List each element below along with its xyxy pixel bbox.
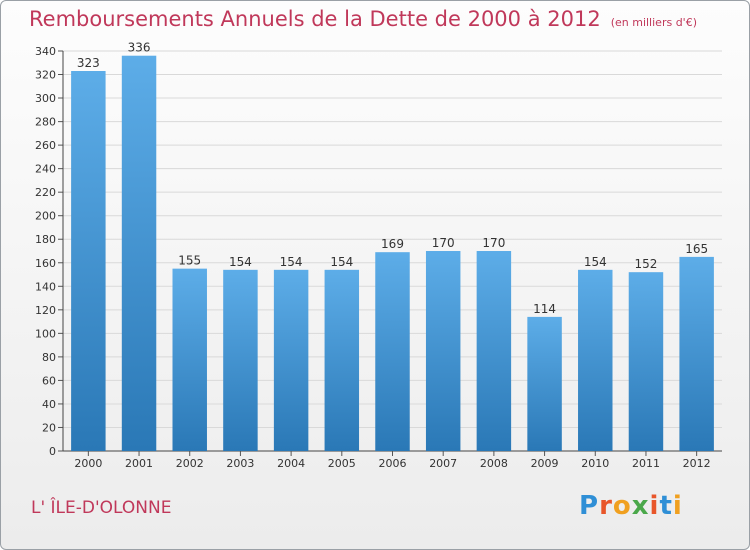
y-tick-label: 280 [35,116,56,129]
x-tick-label-2008: 2008 [480,457,508,470]
bar-2008 [476,251,512,451]
logo-letter: r [599,491,613,521]
chart-subtitle: (en milliers d'€) [610,16,697,29]
data-label-2003: 154 [229,255,252,269]
y-tick-label: 40 [42,398,56,411]
y-tick-label: 200 [35,210,56,223]
x-tick-label-2006: 2006 [379,457,407,470]
x-tick-label-2005: 2005 [328,457,356,470]
logo-letter: t [659,491,673,521]
data-label-2008: 170 [482,236,505,250]
x-tick-label-2003: 2003 [226,457,254,470]
data-label-2011: 152 [635,257,658,271]
data-label-2006: 169 [381,237,404,251]
y-tick-label: 320 [35,69,56,82]
bar-2003 [223,269,258,451]
y-tick-label: 120 [35,304,56,317]
data-label-2009: 114 [533,302,556,316]
data-label-2012: 165 [685,242,708,256]
bar-2000 [71,71,106,451]
data-label-2004: 154 [280,255,303,269]
y-tick-label: 180 [35,233,56,246]
commune-name: L' ÎLE-D'OLONNE [31,498,172,518]
x-tick-label-2011: 2011 [632,457,660,470]
data-label-2001: 336 [128,41,151,55]
x-tick-label-2012: 2012 [683,457,711,470]
data-label-2010: 154 [584,255,607,269]
labels-layer: 323 2000 336 2001 155 2002 154 2003 154 2004 154 20… [74,41,710,470]
logo-letter: i [649,491,660,521]
y-tick-label: 0 [49,445,56,458]
x-tick-label-2010: 2010 [581,457,609,470]
bar-2005 [324,269,360,451]
bar-2006 [375,252,410,451]
bar-2007 [425,251,461,451]
y-tick-label: 340 [35,45,56,58]
x-tick-label-2001: 2001 [125,457,153,470]
bar-2010 [578,269,613,451]
y-tick-label: 240 [35,163,56,176]
y-tick-label: 300 [35,92,56,105]
logo-letter: x [631,491,650,521]
y-tick-label: 20 [42,421,56,434]
y-tick-label: 140 [35,280,56,293]
y-tick-label: 160 [35,257,56,270]
x-tick-label-2000: 2000 [74,457,102,470]
y-tick-label: 100 [35,327,56,340]
bar-2012 [679,256,714,451]
y-tick-label: 220 [35,186,56,199]
x-tick-label-2009: 2009 [531,457,559,470]
logo-letter: P [579,491,600,521]
y-tick-label: 60 [42,374,56,387]
bars-layer [71,55,714,452]
bar-2011 [628,272,664,451]
chart-title: Remboursements Annuels de la Dette de 20… [29,7,697,31]
y-tick-label: 80 [42,351,56,364]
proxiti-logo: Proxiti [579,491,683,521]
x-tick-label-2004: 2004 [277,457,305,470]
bar-2004 [273,269,309,451]
x-tick-label-2007: 2007 [429,457,457,470]
data-label-2000: 323 [77,56,100,70]
bar-2009 [527,316,562,451]
data-label-2007: 170 [432,236,455,250]
y-tick-label: 260 [35,139,56,152]
logo-letter: o [612,491,632,521]
chart-title-text: Remboursements Annuels de la Dette de 20… [29,7,601,31]
x-tick-label-2002: 2002 [176,457,204,470]
bar-2001 [121,55,157,452]
data-label-2002: 155 [178,254,201,268]
bar-2002 [172,268,207,451]
logo-letter: i [672,491,683,521]
data-label-2005: 154 [330,255,353,269]
